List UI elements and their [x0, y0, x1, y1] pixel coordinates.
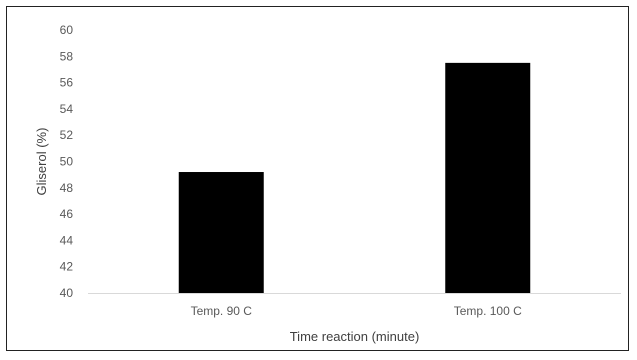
y-axis-title: Gliserol (%)	[34, 128, 49, 196]
y-tick-label: 54	[60, 102, 74, 116]
bars	[178, 62, 531, 293]
y-tick-label: 56	[60, 76, 74, 90]
x-tick-label: Temp. 90 C	[191, 304, 253, 318]
y-tick-label: 46	[60, 207, 74, 221]
y-axis-ticks: 40 42 44 46 48 50 52 54 56 58 60	[60, 23, 74, 300]
y-tick-label: 42	[60, 260, 74, 274]
y-tick-label: 52	[60, 128, 74, 142]
y-tick-label: 44	[60, 233, 74, 247]
x-tick-label: Temp. 100 C	[454, 304, 522, 318]
y-tick-label: 50	[60, 155, 74, 169]
y-tick-label: 58	[60, 49, 74, 63]
x-axis-title: Time reaction (minute)	[290, 329, 420, 344]
y-tick-label: 60	[60, 23, 74, 37]
bar-2	[445, 62, 531, 293]
x-axis-ticks: Temp. 90 C Temp. 100 C	[191, 304, 523, 318]
y-tick-label: 40	[60, 286, 74, 300]
y-tick-label: 48	[60, 181, 74, 195]
bar-1	[178, 172, 264, 293]
